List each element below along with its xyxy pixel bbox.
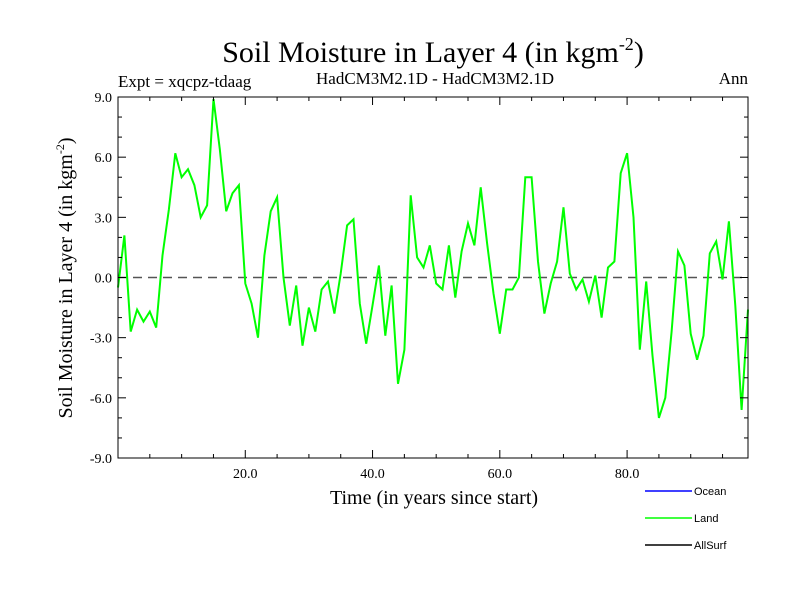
x-tick-label: 20.0 [233, 467, 258, 482]
y-tick-label: 9.0 [95, 91, 113, 106]
x-tick-label: 80.0 [615, 467, 640, 482]
x-tick-label: 60.0 [488, 467, 513, 482]
model-label: HadCM3M2.1D - HadCM3M2.1D [316, 69, 554, 88]
legend-label-ocean: Ocean [694, 486, 726, 498]
y-tick-label: 6.0 [95, 151, 113, 166]
y-tick-label: 3.0 [95, 211, 113, 226]
y-tick-label: 0.0 [95, 272, 113, 287]
period-label: Ann [719, 69, 749, 88]
chart-title: Soil Moisture in Layer 4 (in kgm-2) [222, 34, 644, 69]
chart-title-superscript: -2 [619, 34, 634, 54]
y-axis-label-text: Soil Moisture in Layer 4 (in kgm [55, 154, 77, 419]
x-tick-label: 40.0 [360, 467, 385, 482]
chart-title-text: Soil Moisture in Layer 4 (in kgm [222, 36, 619, 69]
legend: Ocean Land AllSurf [645, 486, 727, 552]
plot-area: -9.0 -6.0 -3.0 0.0 3.0 6.0 9.0 20.0 40.0 60.0 80.0 [90, 91, 749, 482]
x-axis-label: Time (in years since start) [330, 487, 538, 509]
legend-label-land: Land [694, 513, 718, 525]
y-tick-label: -6.0 [90, 392, 112, 407]
y-axis-label-close: ) [55, 137, 77, 144]
y-axis-label: Soil Moisture in Layer 4 (in kgm-2) [53, 137, 77, 418]
legend-label-allsurf: AllSurf [694, 540, 727, 552]
chart-title-close: ) [634, 36, 644, 69]
y-axis-label-superscript: -2 [53, 144, 67, 154]
experiment-label: Expt = xqcpz-tdaag [118, 72, 252, 91]
series-line-land [117, 98, 749, 419]
y-tick-label: -9.0 [90, 452, 112, 467]
y-tick-label: -3.0 [90, 332, 112, 347]
